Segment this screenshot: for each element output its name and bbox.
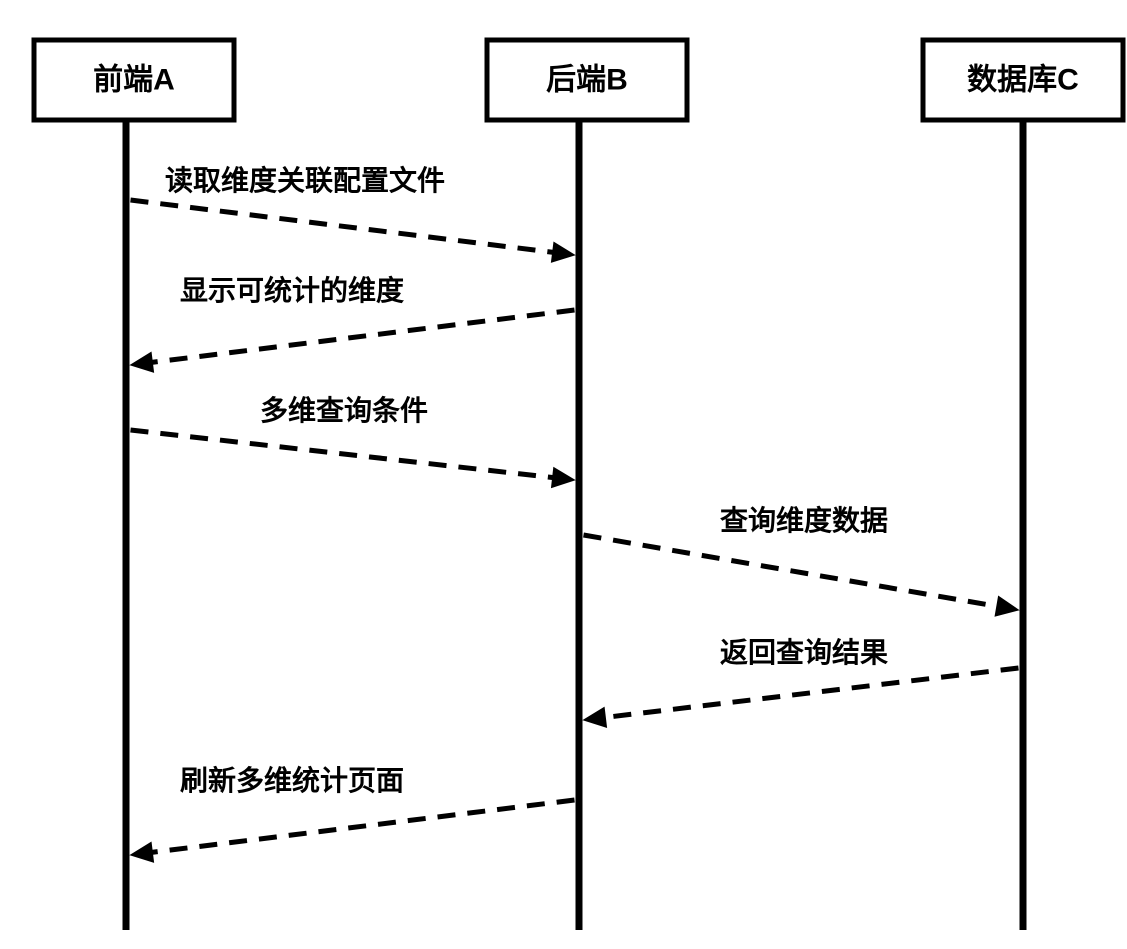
message-label-3: 查询维度数据 bbox=[720, 505, 888, 536]
participant-label-A: 前端A bbox=[93, 64, 175, 97]
arrowhead-1 bbox=[131, 352, 154, 372]
arrowhead-2 bbox=[552, 468, 575, 488]
message-label-2: 多维查询条件 bbox=[260, 395, 428, 426]
arrowhead-3 bbox=[995, 596, 1018, 616]
participant-label-C: 数据库C bbox=[967, 64, 1079, 97]
message-label-4: 返回查询结果 bbox=[720, 637, 888, 668]
message-arrow-3 bbox=[584, 535, 1006, 608]
arrowhead-5 bbox=[131, 842, 154, 862]
message-arrow-5 bbox=[144, 800, 575, 853]
message-label-5: 刷新多维统计页面 bbox=[180, 764, 404, 796]
message-arrow-2 bbox=[131, 430, 562, 479]
message-arrow-1 bbox=[144, 310, 575, 363]
sequence-diagram: 前端A 后端B 数据库C 读取维度关联配置文件显示可统计的维度多维查询条件查询维度数据… bbox=[0, 0, 1127, 949]
message-arrow-0 bbox=[131, 200, 562, 253]
message-arrow-4 bbox=[597, 668, 1019, 718]
message-label-1: 显示可统计的维度 bbox=[180, 274, 404, 306]
message-label-0: 读取维度关联配置文件 bbox=[165, 164, 445, 196]
participant-label-B: 后端B bbox=[546, 64, 628, 97]
arrowhead-4 bbox=[584, 707, 607, 727]
arrowhead-0 bbox=[551, 242, 574, 262]
